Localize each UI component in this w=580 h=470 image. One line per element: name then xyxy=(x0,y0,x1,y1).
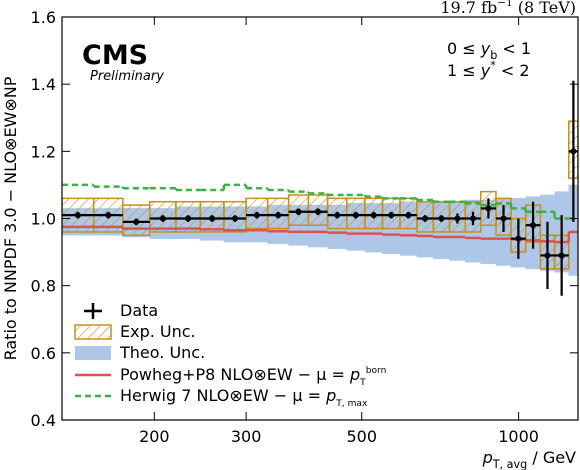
text-part: p xyxy=(349,365,360,384)
exp-unc-band xyxy=(149,200,177,233)
legend-label: Exp. Unc. xyxy=(120,322,196,341)
x-tick-label: 200 xyxy=(139,427,170,446)
y-tick-label: 1.0 xyxy=(31,210,56,229)
text-part: < 2 xyxy=(496,61,530,80)
text-part: 19.7 fb xyxy=(440,0,497,17)
y-tick-label: 1.4 xyxy=(31,75,56,94)
data-point xyxy=(405,212,412,219)
data-point xyxy=(352,212,359,219)
data-point xyxy=(334,212,341,219)
data-point xyxy=(133,218,140,225)
text-part: Powheg+P8 NLO⊗EW − μ = xyxy=(120,365,350,384)
preliminary-label: Preliminary xyxy=(90,69,164,84)
text-part: < 1 xyxy=(497,39,531,58)
y-tick-label: 0.8 xyxy=(31,277,56,296)
text-part: born xyxy=(366,366,387,376)
text-part: (8 TeV) xyxy=(513,0,576,17)
data-point xyxy=(74,212,81,219)
text-part: b xyxy=(490,49,497,62)
legend-theo-symbol xyxy=(75,346,111,360)
text-part: 0 ≤ xyxy=(447,39,481,58)
data-point xyxy=(370,212,377,219)
text-part: T, max xyxy=(335,399,368,409)
data-point xyxy=(185,215,192,222)
text-part: p xyxy=(482,448,493,467)
frame xyxy=(61,16,579,421)
text-part: p xyxy=(325,386,336,405)
data-point xyxy=(515,235,522,242)
data-point xyxy=(454,215,461,222)
text-part: 1 ≤ xyxy=(447,61,481,80)
text-part: T xyxy=(359,378,366,388)
annotation: 1 ≤ y* < 2 xyxy=(447,59,530,80)
data-point xyxy=(438,215,445,222)
data-point xyxy=(105,212,112,219)
data-point xyxy=(253,212,260,219)
data-point xyxy=(314,208,321,215)
text-part: T, avg xyxy=(492,458,528,470)
text-part: y xyxy=(480,39,491,58)
data-point xyxy=(209,215,216,222)
data-point xyxy=(388,212,395,219)
text-part: * xyxy=(490,59,496,72)
cms-label: CMS xyxy=(82,40,148,71)
data-point xyxy=(500,215,507,222)
data-point xyxy=(422,215,429,222)
x-axis-label: pT, avg / GeV xyxy=(482,448,576,470)
data-point xyxy=(530,222,537,229)
annotation: 0 ≤ yb < 1 xyxy=(447,39,531,62)
data-point xyxy=(470,215,477,222)
legend-label: Powheg+P8 NLO⊗EW − μ = pTborn xyxy=(120,365,386,388)
text-part: Herwig 7 NLO⊗EW − μ = xyxy=(120,386,326,405)
legend-label: Data xyxy=(120,301,158,320)
data-point xyxy=(485,205,492,212)
data-point xyxy=(558,252,565,259)
data-point xyxy=(544,252,551,259)
y-tick-label: 1.6 xyxy=(31,8,56,27)
x-tick-label: 1000 xyxy=(498,427,539,446)
legend-exp-symbol xyxy=(74,324,112,340)
y-tick-label: 0.4 xyxy=(31,411,56,430)
legend-label: Herwig 7 NLO⊗EW − μ = pT, max xyxy=(120,386,368,409)
text-part: y xyxy=(480,61,491,80)
lumi-label: 19.7 fb−1 (8 TeV) xyxy=(440,0,576,17)
text-part: −1 xyxy=(497,0,512,9)
data-point xyxy=(232,215,239,222)
data-point xyxy=(275,212,282,219)
data-point xyxy=(295,208,302,215)
text-part: / GeV xyxy=(527,448,576,467)
legend-label: Theo. Unc. xyxy=(119,343,205,362)
y-tick-label: 1.2 xyxy=(31,142,56,161)
y-tick-label: 0.6 xyxy=(31,344,56,363)
plot-area xyxy=(62,80,578,296)
data-point xyxy=(159,215,166,222)
x-tick-label: 500 xyxy=(346,427,377,446)
x-tick-label: 300 xyxy=(231,427,262,446)
y-axis-label: Ratio to NNPDF 3.0 − NLO⊗EW⊗NP xyxy=(1,76,20,360)
